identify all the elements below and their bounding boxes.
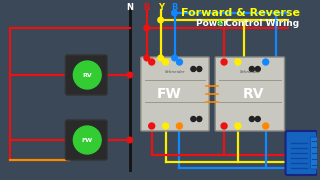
FancyBboxPatch shape — [141, 57, 209, 131]
Circle shape — [73, 61, 101, 89]
Circle shape — [221, 123, 227, 129]
Text: FW: FW — [157, 87, 181, 101]
Circle shape — [235, 123, 241, 129]
Text: Y: Y — [158, 3, 164, 12]
Circle shape — [255, 116, 260, 122]
Text: Power: Power — [196, 19, 231, 28]
Circle shape — [163, 123, 169, 129]
Text: B: B — [171, 3, 178, 12]
FancyBboxPatch shape — [285, 131, 317, 175]
Circle shape — [263, 123, 269, 129]
Text: RV: RV — [82, 73, 92, 78]
FancyBboxPatch shape — [215, 57, 284, 131]
Circle shape — [177, 123, 182, 129]
Text: +: + — [216, 19, 224, 28]
Circle shape — [191, 116, 196, 122]
Circle shape — [177, 59, 182, 65]
Circle shape — [221, 59, 227, 65]
Text: Forward & Reverse: Forward & Reverse — [181, 8, 300, 18]
Circle shape — [197, 66, 202, 71]
FancyBboxPatch shape — [65, 55, 107, 95]
Circle shape — [127, 72, 133, 78]
Circle shape — [191, 66, 196, 71]
Text: Schneider: Schneider — [240, 70, 260, 74]
Circle shape — [144, 25, 149, 31]
Circle shape — [263, 59, 269, 65]
Text: R: R — [143, 3, 150, 12]
Circle shape — [235, 59, 241, 65]
Text: RV: RV — [243, 87, 265, 101]
Text: N: N — [126, 3, 133, 12]
Circle shape — [249, 66, 254, 71]
FancyBboxPatch shape — [65, 120, 107, 160]
Circle shape — [255, 66, 260, 71]
Circle shape — [172, 55, 177, 61]
Circle shape — [197, 116, 202, 122]
Circle shape — [73, 126, 101, 154]
Text: Control Wiring: Control Wiring — [222, 19, 299, 28]
Circle shape — [158, 55, 164, 61]
Circle shape — [149, 59, 155, 65]
Circle shape — [127, 137, 133, 143]
Circle shape — [149, 123, 155, 129]
Circle shape — [158, 17, 164, 23]
Circle shape — [144, 55, 149, 61]
Circle shape — [163, 59, 169, 65]
FancyBboxPatch shape — [310, 137, 320, 169]
Circle shape — [172, 10, 177, 16]
Text: FW: FW — [82, 138, 93, 143]
Circle shape — [249, 116, 254, 122]
Text: Schneider: Schneider — [165, 70, 185, 74]
